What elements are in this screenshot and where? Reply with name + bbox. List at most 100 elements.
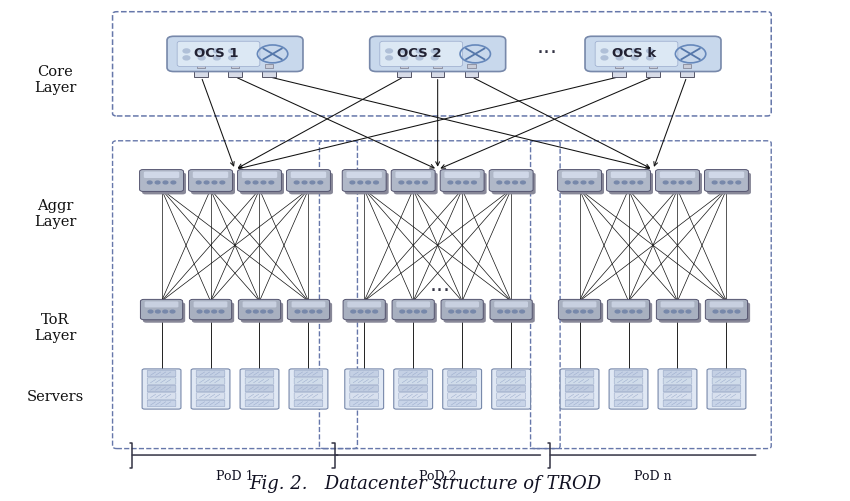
Circle shape <box>220 182 224 184</box>
FancyBboxPatch shape <box>147 378 176 385</box>
FancyBboxPatch shape <box>565 400 594 407</box>
Text: OCS 2: OCS 2 <box>397 47 441 60</box>
Circle shape <box>505 311 510 313</box>
FancyBboxPatch shape <box>658 173 702 195</box>
FancyBboxPatch shape <box>241 172 277 179</box>
FancyBboxPatch shape <box>494 302 528 308</box>
Circle shape <box>686 311 691 313</box>
FancyBboxPatch shape <box>395 172 431 179</box>
FancyBboxPatch shape <box>609 369 648 409</box>
FancyBboxPatch shape <box>245 393 274 399</box>
Bar <box>468 65 476 69</box>
Circle shape <box>156 311 161 313</box>
Circle shape <box>253 182 258 184</box>
FancyBboxPatch shape <box>394 173 438 195</box>
Circle shape <box>638 311 642 313</box>
Text: Core
Layer: Core Layer <box>34 65 76 95</box>
FancyBboxPatch shape <box>350 378 378 385</box>
Circle shape <box>513 182 518 184</box>
Bar <box>683 65 691 69</box>
Circle shape <box>565 182 570 184</box>
FancyBboxPatch shape <box>659 303 701 323</box>
Circle shape <box>574 311 578 313</box>
Circle shape <box>295 311 300 313</box>
Text: ···: ··· <box>430 280 451 300</box>
FancyBboxPatch shape <box>558 300 601 320</box>
FancyBboxPatch shape <box>245 400 274 407</box>
FancyBboxPatch shape <box>608 300 649 320</box>
Circle shape <box>261 311 265 313</box>
Circle shape <box>672 182 676 184</box>
FancyBboxPatch shape <box>289 369 328 409</box>
FancyBboxPatch shape <box>496 371 525 377</box>
Circle shape <box>374 182 378 184</box>
Bar <box>264 65 273 69</box>
FancyBboxPatch shape <box>496 385 525 392</box>
Text: PoD n: PoD n <box>634 469 672 482</box>
Circle shape <box>712 182 717 184</box>
Bar <box>195 69 208 78</box>
FancyBboxPatch shape <box>147 385 176 392</box>
FancyBboxPatch shape <box>345 369 383 409</box>
Circle shape <box>616 57 623 61</box>
FancyBboxPatch shape <box>240 369 279 409</box>
FancyBboxPatch shape <box>561 303 604 323</box>
Circle shape <box>317 311 322 313</box>
Circle shape <box>431 50 438 54</box>
FancyBboxPatch shape <box>710 302 744 308</box>
FancyBboxPatch shape <box>167 37 303 72</box>
FancyBboxPatch shape <box>350 385 378 392</box>
Circle shape <box>358 182 363 184</box>
Circle shape <box>713 311 718 313</box>
FancyBboxPatch shape <box>196 393 225 399</box>
Circle shape <box>456 182 461 184</box>
FancyBboxPatch shape <box>144 302 178 308</box>
FancyBboxPatch shape <box>493 172 529 179</box>
Circle shape <box>647 50 654 54</box>
Circle shape <box>351 311 355 313</box>
Bar <box>649 65 657 69</box>
Circle shape <box>415 311 419 313</box>
Circle shape <box>204 182 209 184</box>
FancyBboxPatch shape <box>445 302 479 308</box>
Circle shape <box>407 311 412 313</box>
Bar <box>680 69 694 78</box>
Circle shape <box>632 50 638 54</box>
Circle shape <box>615 311 620 313</box>
Circle shape <box>294 182 299 184</box>
FancyBboxPatch shape <box>563 302 597 308</box>
FancyBboxPatch shape <box>448 393 477 399</box>
Circle shape <box>303 311 307 313</box>
Text: PoD 1: PoD 1 <box>216 469 254 482</box>
FancyBboxPatch shape <box>656 300 699 320</box>
FancyBboxPatch shape <box>380 42 462 68</box>
FancyBboxPatch shape <box>663 400 692 407</box>
FancyBboxPatch shape <box>140 300 183 320</box>
Circle shape <box>422 311 427 313</box>
FancyBboxPatch shape <box>399 371 428 377</box>
FancyBboxPatch shape <box>345 173 388 195</box>
FancyBboxPatch shape <box>712 378 741 385</box>
FancyBboxPatch shape <box>707 173 751 195</box>
FancyBboxPatch shape <box>565 393 594 399</box>
Circle shape <box>588 311 593 313</box>
Circle shape <box>471 311 475 313</box>
FancyBboxPatch shape <box>496 378 525 385</box>
FancyBboxPatch shape <box>294 400 323 407</box>
FancyBboxPatch shape <box>196 385 225 392</box>
Circle shape <box>449 311 454 313</box>
Circle shape <box>196 182 201 184</box>
FancyBboxPatch shape <box>399 400 428 407</box>
Circle shape <box>416 50 423 54</box>
Bar <box>229 69 241 78</box>
FancyBboxPatch shape <box>190 300 231 320</box>
FancyBboxPatch shape <box>399 378 428 385</box>
FancyBboxPatch shape <box>189 170 232 192</box>
FancyBboxPatch shape <box>142 369 181 409</box>
Bar <box>646 69 660 78</box>
FancyBboxPatch shape <box>191 173 235 195</box>
Circle shape <box>721 311 725 313</box>
FancyBboxPatch shape <box>558 170 602 192</box>
Circle shape <box>268 311 273 313</box>
Circle shape <box>350 182 354 184</box>
